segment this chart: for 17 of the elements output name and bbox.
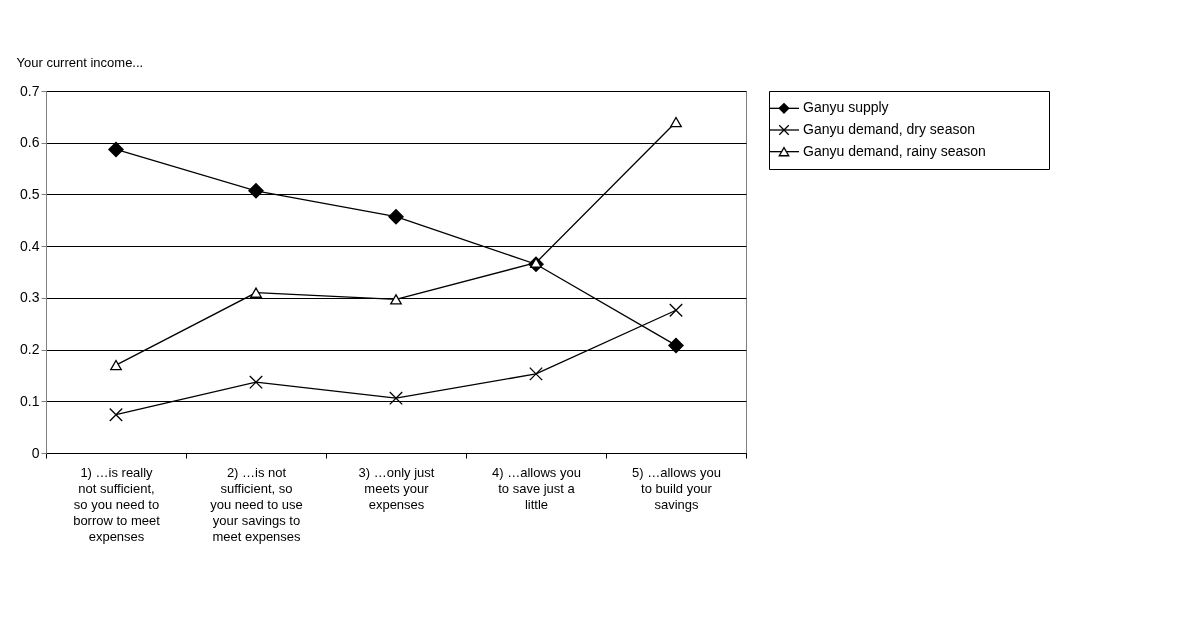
x-tick-label: 5) …allows you to build your savings (632, 464, 721, 512)
y-tick-label: 0.2 (20, 341, 40, 358)
x-tick-label: 1) …is really not sufficient, so you need to borrow to meet expenses (73, 464, 161, 544)
y-tick-label: 0.6 (20, 134, 40, 151)
legend-label: Ganyu supply (803, 99, 889, 116)
x-tick-label: 3) …only just meets your expenses (358, 464, 435, 512)
y-tick-label: 0.4 (20, 237, 40, 254)
y-tick-label: 0.3 (20, 289, 40, 306)
x-tick-label: 2) …is not sufficient, so you need to use your savings to meet expenses (210, 464, 303, 544)
y-tick-label: 0.7 (20, 82, 40, 99)
legend-label: Ganyu demand, rainy season (803, 142, 986, 159)
y-tick-label: 0.5 (20, 185, 40, 202)
y-tick-label: 0 (31, 444, 40, 461)
y-tick-label: 0.1 (20, 392, 40, 409)
x-tick-label: 4) …allows you to save just a little (492, 464, 581, 512)
y-axis-title: Your current income... (16, 54, 144, 70)
legend-label: Ganyu demand, dry season (803, 121, 975, 137)
